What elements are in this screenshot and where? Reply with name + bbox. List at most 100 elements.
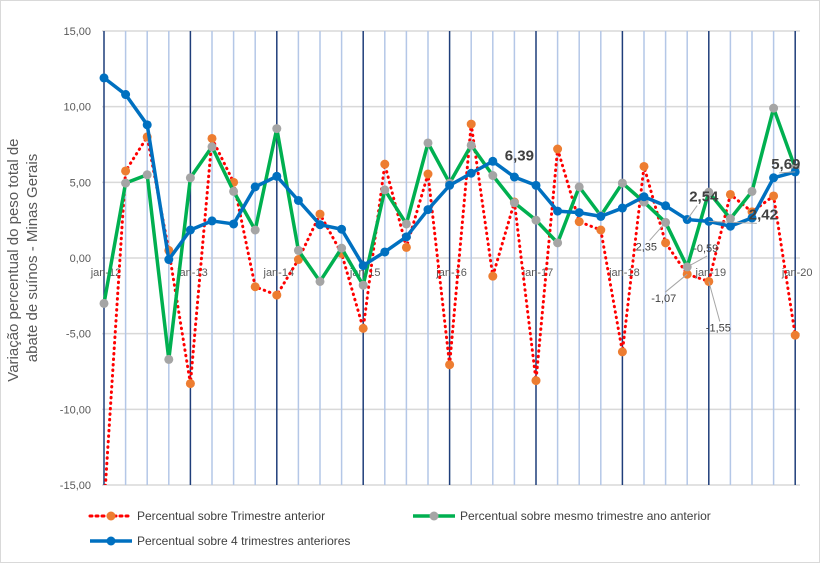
data-point <box>423 205 433 215</box>
data-point <box>293 195 303 205</box>
x-tick-label: jan-17 <box>522 267 554 279</box>
data-point <box>142 170 152 180</box>
data-point <box>488 171 498 181</box>
data-point <box>661 238 671 248</box>
label-leader-line <box>686 255 708 268</box>
data-point <box>337 224 347 234</box>
data-label: 2,35 <box>636 241 657 253</box>
legend-item-mesmo-trimestre[interactable]: Percentual sobre mesmo trimestre ano ant… <box>413 509 711 523</box>
data-point <box>164 255 174 265</box>
data-point <box>99 298 109 308</box>
data-point <box>185 379 195 389</box>
y-axis-ticks: -15,00 -10,00 -5,00 0,00 5,00 10,00 15,00 <box>60 26 91 492</box>
label-leader-line <box>649 222 666 241</box>
data-point <box>401 232 411 242</box>
data-point <box>293 245 303 255</box>
legend-label: Percentual sobre 4 trimestres anteriores <box>137 534 350 548</box>
data-point <box>466 119 476 129</box>
data-point <box>380 185 390 195</box>
data-point <box>207 142 217 152</box>
x-tick-label: jan-14 <box>263 267 295 279</box>
data-point <box>358 261 368 271</box>
data-point <box>704 187 714 197</box>
data-point <box>337 243 347 253</box>
series-2 <box>99 73 800 271</box>
data-point <box>574 217 584 227</box>
data-point <box>531 376 541 386</box>
data-point <box>617 203 627 213</box>
y-tick-label: 10,00 <box>63 102 91 114</box>
data-point <box>142 120 152 130</box>
data-point <box>250 182 260 192</box>
data-label: -1,55 <box>706 322 731 334</box>
y-axis-title: Variação percentual do peso total de aba… <box>5 134 41 381</box>
data-point <box>250 282 260 292</box>
data-point <box>445 180 455 190</box>
data-point <box>401 219 411 229</box>
data-point <box>207 216 217 226</box>
data-point <box>509 198 519 208</box>
label-leader-line <box>686 205 698 220</box>
data-labels: 6,39 2,54 2,42 5,69 2,35 -0,59 -1,07 -1,55 <box>505 147 801 334</box>
data-label: 2,54 <box>689 189 719 206</box>
data-point <box>553 206 563 216</box>
data-point <box>769 191 779 201</box>
data-point <box>617 178 627 188</box>
data-point <box>185 225 195 235</box>
series-group <box>99 73 800 485</box>
x-tick-label: jan-12 <box>90 267 122 279</box>
data-point <box>639 161 649 171</box>
data-point <box>553 144 563 154</box>
data-point <box>121 166 131 176</box>
label-leader-line <box>779 171 796 174</box>
data-point <box>185 173 195 183</box>
data-point <box>488 156 498 166</box>
y-axis-title-line2: abate de suínos - Minas Gerais <box>24 154 41 362</box>
data-point <box>423 138 433 148</box>
data-point <box>747 186 757 196</box>
x-tick-label: jan-16 <box>435 267 467 279</box>
data-point <box>250 225 260 235</box>
data-label: -0,59 <box>693 243 718 255</box>
data-point <box>380 247 390 257</box>
data-point <box>315 276 325 286</box>
data-point <box>164 354 174 364</box>
data-point <box>293 255 303 265</box>
data-point <box>445 360 455 370</box>
x-tick-label: jan-18 <box>608 267 640 279</box>
legend-item-trimestre-anterior[interactable]: Percentual sobre Trimestre anterior <box>88 509 325 523</box>
y-tick-label: -15,00 <box>60 480 91 492</box>
data-point <box>617 347 627 357</box>
label-leader-line <box>708 220 757 224</box>
data-point <box>661 201 671 211</box>
data-point <box>423 169 433 179</box>
y-tick-label: -5,00 <box>66 329 91 341</box>
legend-marker <box>106 536 116 546</box>
data-point <box>466 168 476 178</box>
gridlines <box>102 30 800 486</box>
data-point <box>121 90 131 100</box>
x-axis-ticks: jan-12 jan-13 jan-14 jan-15 jan-16 jan-17 jan-… <box>90 267 813 279</box>
data-point <box>315 209 325 219</box>
label-leader-line <box>708 281 721 322</box>
x-tick-label: jan-19 <box>695 267 727 279</box>
data-point <box>790 330 800 340</box>
data-point <box>380 159 390 169</box>
data-point <box>725 214 735 224</box>
data-point <box>531 180 541 190</box>
data-point <box>639 192 649 202</box>
label-leader-line <box>664 273 688 293</box>
data-point <box>207 133 217 143</box>
data-point <box>747 213 757 223</box>
data-point <box>574 208 584 218</box>
data-point <box>272 124 282 134</box>
data-label: -1,07 <box>651 293 676 305</box>
legend-item-4-trimestres[interactable]: Percentual sobre 4 trimestres anteriores <box>90 534 350 548</box>
data-point <box>272 290 282 300</box>
data-label: 6,39 <box>505 147 534 164</box>
data-point <box>725 221 735 231</box>
data-point <box>229 219 239 229</box>
x-tick-label: jan-20 <box>781 267 813 279</box>
legend-label: Percentual sobre Trimestre anterior <box>137 509 325 523</box>
